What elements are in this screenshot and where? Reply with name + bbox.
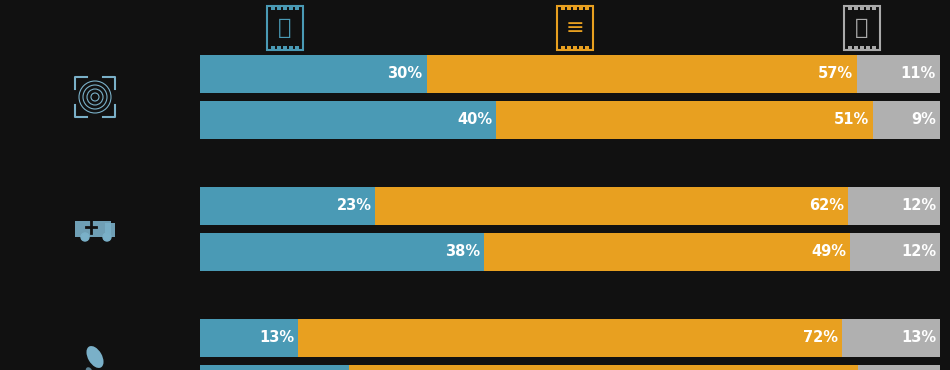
- Bar: [277, 7, 281, 10]
- Bar: [567, 46, 571, 49]
- Bar: [854, 7, 858, 10]
- Bar: [200, 365, 350, 370]
- Bar: [848, 7, 852, 10]
- Text: 40%: 40%: [457, 112, 492, 128]
- Circle shape: [103, 233, 111, 241]
- Bar: [200, 101, 496, 139]
- Bar: [298, 319, 842, 357]
- Bar: [873, 101, 940, 139]
- Bar: [200, 55, 427, 93]
- Bar: [573, 46, 577, 49]
- Bar: [585, 7, 589, 10]
- Text: 62%: 62%: [809, 198, 845, 213]
- Bar: [561, 7, 565, 10]
- Bar: [850, 233, 940, 271]
- Bar: [75, 221, 111, 237]
- Text: 57%: 57%: [818, 67, 853, 81]
- Bar: [289, 7, 293, 10]
- Text: 12%: 12%: [901, 245, 936, 259]
- Bar: [283, 46, 287, 49]
- Bar: [375, 187, 848, 225]
- Text: ≡: ≡: [565, 18, 584, 38]
- Bar: [848, 187, 940, 225]
- Bar: [496, 101, 873, 139]
- Bar: [277, 46, 281, 49]
- Text: 13%: 13%: [259, 330, 294, 346]
- Bar: [561, 46, 565, 49]
- Text: 30%: 30%: [388, 67, 423, 81]
- Bar: [484, 233, 850, 271]
- Bar: [573, 7, 577, 10]
- Bar: [427, 55, 857, 93]
- Text: 11%: 11%: [901, 67, 936, 81]
- Bar: [350, 365, 858, 370]
- Bar: [844, 6, 880, 50]
- Ellipse shape: [86, 346, 104, 368]
- Text: 38%: 38%: [445, 245, 480, 259]
- Bar: [200, 187, 375, 225]
- Bar: [105, 223, 115, 237]
- Ellipse shape: [86, 367, 92, 370]
- Bar: [848, 46, 852, 49]
- Bar: [295, 46, 299, 49]
- Text: 👎: 👎: [855, 18, 868, 38]
- Bar: [200, 233, 485, 271]
- Bar: [579, 46, 583, 49]
- Bar: [866, 46, 870, 49]
- Text: 49%: 49%: [811, 245, 846, 259]
- Text: 51%: 51%: [834, 112, 869, 128]
- Bar: [267, 6, 303, 50]
- Bar: [857, 55, 940, 93]
- Text: 👍: 👍: [278, 18, 292, 38]
- Bar: [289, 46, 293, 49]
- Bar: [271, 7, 275, 10]
- Circle shape: [81, 233, 89, 241]
- Text: 72%: 72%: [803, 330, 838, 346]
- Bar: [860, 46, 864, 49]
- Bar: [295, 7, 299, 10]
- Bar: [842, 319, 940, 357]
- Text: 9%: 9%: [911, 112, 936, 128]
- Bar: [872, 46, 876, 49]
- Bar: [854, 46, 858, 49]
- Text: 13%: 13%: [901, 330, 936, 346]
- Bar: [567, 7, 571, 10]
- Bar: [866, 7, 870, 10]
- Text: 12%: 12%: [901, 198, 936, 213]
- Bar: [858, 365, 940, 370]
- Bar: [872, 7, 876, 10]
- Bar: [557, 6, 593, 50]
- Bar: [271, 46, 275, 49]
- Bar: [860, 7, 864, 10]
- Text: 23%: 23%: [336, 198, 371, 213]
- Bar: [579, 7, 583, 10]
- Bar: [200, 319, 298, 357]
- Bar: [283, 7, 287, 10]
- Bar: [585, 46, 589, 49]
